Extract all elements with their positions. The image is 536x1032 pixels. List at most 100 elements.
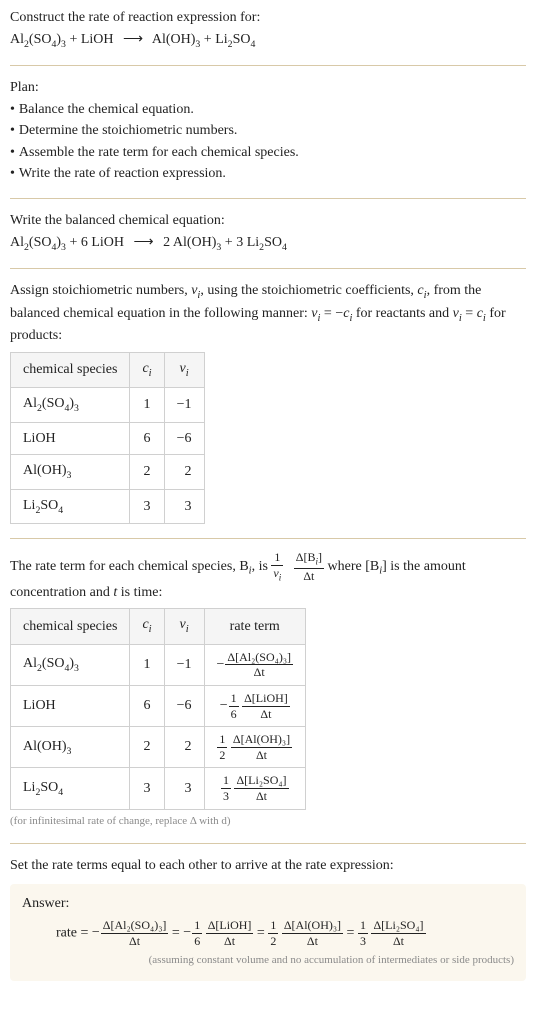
eq: =: [462, 306, 477, 321]
den: νi: [271, 566, 283, 583]
col-species: chemical species: [11, 609, 130, 644]
plus: +: [200, 32, 215, 47]
col-c: ci: [130, 609, 164, 644]
num: 1: [271, 551, 283, 566]
num: 1: [217, 733, 227, 748]
col-rate-term: rate term: [204, 609, 306, 644]
plus: +: [221, 235, 236, 250]
sign: −: [217, 657, 226, 672]
num: Δ[LiOH]: [242, 692, 290, 707]
cell-species: Li2SO4: [11, 489, 130, 524]
cell-c: 6: [130, 685, 164, 726]
answer-box: Answer: rate = −Δ[Al₂(SO₄)₃]Δt = −16 Δ[L…: [10, 884, 526, 981]
reactant-1: Al2(SO4)3: [10, 32, 66, 47]
num: 1: [358, 919, 368, 934]
num: Δ[Al(OH)₃]: [231, 733, 292, 748]
text: The rate term for each chemical species,…: [10, 559, 249, 574]
cell-rate-term: −16 Δ[LiOH]Δt: [204, 685, 306, 726]
bullet-icon: •: [10, 123, 19, 138]
table-row: Al2(SO4)3 1 −1 −Δ[Al₂(SO₄)₃]Δt: [11, 644, 306, 685]
coef-frac: 16: [192, 919, 202, 947]
coef-frac: 12: [217, 733, 227, 761]
num: 1: [268, 919, 278, 934]
bullet-icon: •: [10, 166, 19, 181]
text: for reactants and: [352, 306, 452, 321]
den: Δt: [231, 748, 292, 762]
cell-c: 1: [130, 644, 164, 685]
num: 1: [192, 919, 202, 934]
cell-c: 6: [130, 422, 164, 455]
num: Δ[Li₂SO₄]: [234, 774, 288, 789]
col-species: chemical species: [11, 352, 130, 387]
cell-c: 3: [130, 768, 164, 809]
cell-nu: −1: [164, 644, 204, 685]
answer-note: (assuming constant volume and no accumul…: [22, 953, 514, 968]
balanced-heading: Write the balanced chemical equation:: [10, 211, 526, 231]
num: 1: [229, 692, 239, 707]
den: 6: [229, 707, 239, 721]
col-c: ci: [130, 352, 164, 387]
reactant-2: LiOH: [81, 32, 114, 47]
reactant-1: Al2(SO4)3: [10, 235, 66, 250]
eq: = −: [320, 306, 343, 321]
separator: [10, 538, 526, 539]
plan-item-text: Balance the chemical equation.: [19, 102, 194, 117]
num: Δ[LiOH]: [206, 919, 254, 934]
table-row: Li2SO4 3 3: [11, 489, 205, 524]
cell-nu: −6: [164, 422, 204, 455]
table-row: Al(OH)3 2 2: [11, 455, 205, 490]
cell-nu: 2: [164, 727, 204, 768]
text: , is: [252, 559, 272, 574]
plan-item: •Balance the chemical equation.: [10, 100, 526, 120]
frac: Δ[LiOH]Δt: [242, 692, 290, 720]
table-row: LiOH 6 −6: [11, 422, 205, 455]
plan-item-text: Write the rate of reaction expression.: [19, 166, 226, 181]
frac: Δ[LiOH]Δt: [206, 919, 254, 947]
den: Δt: [371, 934, 425, 948]
sign: −: [92, 925, 101, 940]
separator: [10, 843, 526, 844]
coef-frac: 16: [229, 692, 239, 720]
reaction-arrow-icon: ⟶: [117, 32, 149, 47]
cell-species: Al2(SO4)3: [11, 388, 130, 423]
cell-rate-term: −Δ[Al₂(SO₄)₃]Δt: [204, 644, 306, 685]
plan-item: •Assemble the rate term for each chemica…: [10, 143, 526, 163]
coef: 3: [236, 235, 243, 250]
frac: Δ[Li₂SO₄]Δt: [371, 919, 425, 947]
eq: =: [172, 925, 183, 940]
table-row: LiOH 6 −6 −16 Δ[LiOH]Δt: [11, 685, 306, 726]
product-2: Li2SO4: [215, 32, 255, 47]
coef-frac: 13: [221, 774, 231, 802]
intro-heading: Construct the rate of reaction expressio…: [10, 8, 526, 28]
text: Assign stoichiometric numbers,: [10, 283, 191, 298]
col-nu: νi: [164, 609, 204, 644]
cell-rate-term: 13 Δ[Li₂SO₄]Δt: [204, 768, 306, 809]
answer-heading: Answer:: [22, 894, 514, 914]
plus: +: [66, 32, 81, 47]
table-header-row: chemical species ci νi: [11, 352, 205, 387]
separator: [10, 268, 526, 269]
den: 3: [358, 934, 368, 948]
cell-nu: −6: [164, 685, 204, 726]
sign: −: [183, 925, 192, 940]
unbalanced-equation: Al2(SO4)3 + LiOH ⟶ Al(OH)3 + Li2SO4: [10, 30, 526, 52]
text: is time:: [117, 585, 162, 600]
den: 3: [221, 789, 231, 803]
coef: 2: [163, 235, 170, 250]
bullet-icon: •: [10, 145, 19, 160]
num: 1: [221, 774, 231, 789]
coef-frac: 13: [358, 919, 368, 947]
col-nu: νi: [164, 352, 204, 387]
balanced-equation: Al2(SO4)3 + 6 LiOH ⟶ 2 Al(OH)3 + 3 Li2SO…: [10, 233, 526, 255]
eq: =: [347, 925, 358, 940]
den: Δt: [242, 707, 290, 721]
text: where [B: [328, 559, 380, 574]
eq: =: [257, 925, 268, 940]
rate-table: chemical species ci νi rate term Al2(SO4…: [10, 608, 306, 809]
cell-c: 1: [130, 388, 164, 423]
cell-nu: −1: [164, 388, 204, 423]
coef-frac: 12: [268, 919, 278, 947]
product-1: Al(OH)3: [173, 235, 221, 250]
num: Δ[Li₂SO₄]: [371, 919, 425, 934]
den: Δt: [206, 934, 254, 948]
